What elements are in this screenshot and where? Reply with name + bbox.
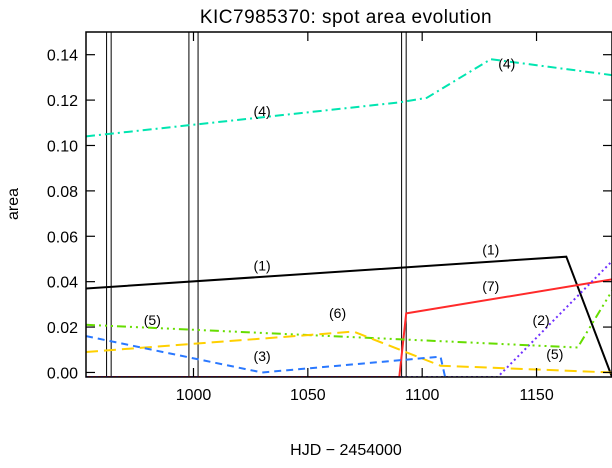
series-annotation: (2) bbox=[533, 312, 550, 328]
y-tick-label: 0.14 bbox=[47, 48, 78, 65]
series-annotation: (1) bbox=[482, 241, 499, 257]
series-line-7 bbox=[86, 335, 447, 377]
series-annotation: (4) bbox=[254, 103, 271, 119]
x-tick-label: 1000 bbox=[176, 387, 212, 404]
y-tick-label: 0.08 bbox=[47, 184, 78, 201]
series-annotation: (7) bbox=[482, 278, 499, 294]
series-annotation: (3) bbox=[254, 348, 271, 364]
y-tick-label: 0.00 bbox=[47, 365, 78, 382]
series-line-4 bbox=[86, 260, 612, 377]
chart-title: KIC7985370: spot area evolution bbox=[200, 7, 492, 28]
series-line-3 bbox=[86, 278, 612, 377]
series-annotation: (4) bbox=[498, 55, 515, 71]
y-tick-label: 0.04 bbox=[47, 275, 78, 292]
series-annotation: (5) bbox=[144, 312, 161, 328]
x-tick-label: 1050 bbox=[290, 387, 326, 404]
x-tick-label: 1150 bbox=[519, 387, 554, 404]
y-tick-label: 0.10 bbox=[47, 138, 78, 155]
y-axis-label: area bbox=[5, 188, 22, 220]
series-annotation: (6) bbox=[329, 305, 346, 321]
x-tick-label: 1100 bbox=[405, 387, 440, 404]
series-annotation: (1) bbox=[254, 257, 271, 273]
plot-frame bbox=[85, 31, 612, 378]
series-annotation: (5) bbox=[546, 346, 563, 362]
y-tick-label: 0.06 bbox=[47, 229, 78, 246]
x-axis-label: HJD − 2454000 bbox=[290, 442, 402, 459]
series-line-6 bbox=[86, 330, 612, 374]
y-tick-label: 0.02 bbox=[47, 320, 78, 337]
series-line-1 bbox=[86, 255, 612, 377]
y-tick-label: 0.12 bbox=[47, 93, 78, 110]
series-line-2 bbox=[86, 58, 612, 138]
